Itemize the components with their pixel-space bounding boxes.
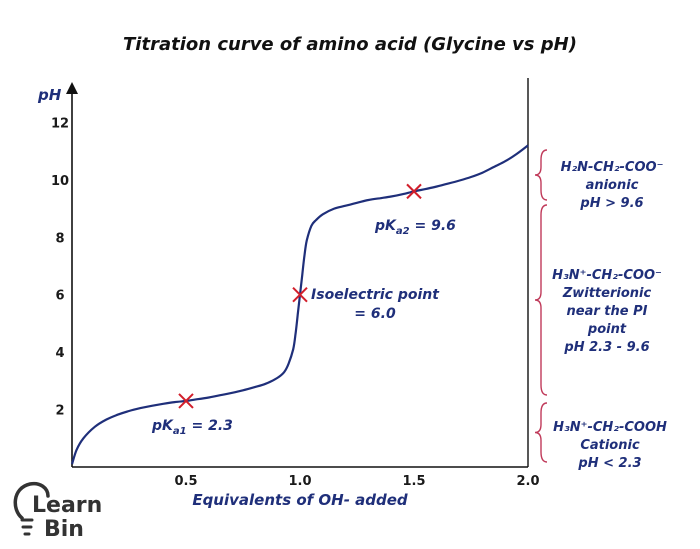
anionic-line-1: anionic (586, 178, 639, 193)
logo-line-2: Bin (44, 517, 84, 542)
anionic-formula: H₂N-CH₂-COO⁻ (561, 160, 664, 175)
brace-zwitterionic (534, 204, 548, 396)
x-axis-label-text: Equivalents of OH- added (192, 491, 408, 509)
marker-group (178, 183, 422, 409)
side-label-zwitterionic: H₃N⁺-CH₂-COO⁻ Zwitterionic near the PI p… (552, 268, 662, 355)
y-axis-arrow-icon (66, 82, 78, 94)
x-tick-label: 1.0 (288, 474, 311, 489)
pka2-prefix: pK (374, 218, 397, 234)
anionic-line-2: pH > 9.6 (579, 196, 643, 211)
y-tick-label: 10 (51, 174, 69, 189)
x-tick-label: 1.5 (402, 474, 425, 489)
axes (66, 78, 529, 468)
y-tick-label: 8 (55, 231, 64, 246)
pka1-subscript: a1 (173, 426, 187, 437)
brace-cationic (534, 402, 548, 463)
isoelectric-label-line2: = 6.0 (354, 306, 396, 322)
cationic-line-2: pH < 2.3 (577, 456, 641, 471)
zwitterionic-line-2: near the PI (567, 304, 648, 319)
brace-group (534, 149, 548, 463)
pka1-annotation: pKa1 = 2.3 (151, 418, 233, 437)
y-tick-label: 6 (55, 289, 64, 304)
cationic-line-1: Cationic (580, 438, 640, 453)
y-axis-label: pH (37, 86, 62, 104)
side-label-anionic: H₂N-CH₂-COO⁻ anionic pH > 9.6 (561, 160, 664, 211)
zwitterionic-line-4: pH 2.3 - 9.6 (563, 340, 649, 355)
x-tick-label: 0.5 (174, 474, 197, 489)
x-tick-label: 2.0 (516, 474, 539, 489)
pka1-prefix: pK (151, 418, 174, 434)
pka2-subscript: a2 (396, 226, 410, 237)
zwitterionic-formula: H₃N⁺-CH₂-COO⁻ (552, 268, 662, 283)
learnbin-logo: Learn Bin (13, 481, 102, 542)
pka-marker-3 (406, 183, 422, 200)
pka1-value: = 2.3 (187, 418, 233, 434)
pka-marker-2 (292, 287, 308, 303)
titration-curve (70, 144, 529, 465)
isoelectric-label-line1: Isoelectric point (311, 287, 440, 303)
lightbulb-icon (13, 481, 50, 536)
side-label-cationic: H₃N⁺-CH₂-COOH Cationic pH < 2.3 (553, 420, 667, 471)
zwitterionic-line-3: point (587, 322, 627, 337)
y-tick-label: 2 (55, 404, 64, 419)
logo-line-1: Learn (32, 493, 102, 518)
pka-marker-1 (178, 393, 194, 409)
tick-group: 0.5 1.0 1.5 2.0 2 4 6 8 10 12 (51, 116, 540, 489)
cationic-formula: H₃N⁺-CH₂-COOH (553, 420, 667, 435)
x-axis-label: Equivalents of OH- added (192, 491, 408, 509)
chart-title: Titration curve of amino acid (Glycine v… (123, 34, 577, 55)
pka2-annotation: pKa2 = 9.6 (374, 218, 456, 237)
zwitterionic-line-1: Zwitterionic (562, 286, 652, 301)
pka2-value: = 9.6 (410, 218, 457, 234)
y-tick-label: 4 (55, 346, 64, 361)
y-tick-label: 12 (51, 116, 69, 131)
brace-anionic (534, 149, 548, 201)
